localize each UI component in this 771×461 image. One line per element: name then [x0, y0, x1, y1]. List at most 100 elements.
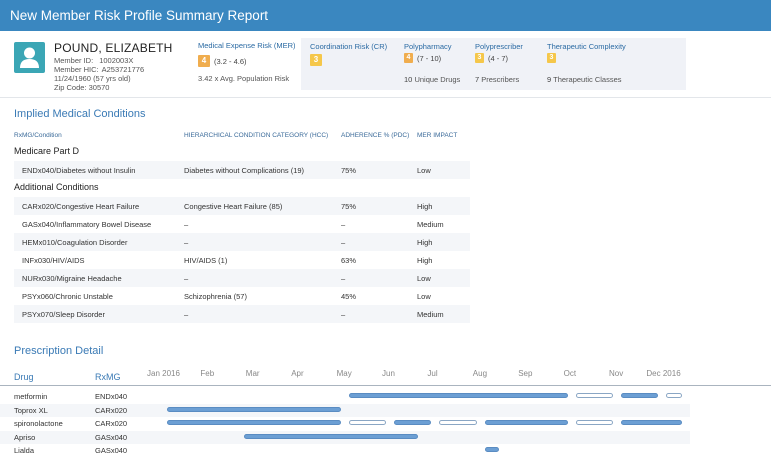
col-header-hcc: HIERARCHICAL CONDITION CATEGORY (HCC)	[184, 132, 329, 139]
polypharmacy-range: (7 - 10)	[417, 54, 442, 63]
condition-hcc: –	[184, 220, 189, 229]
condition-pdc: –	[341, 274, 346, 283]
condition-row: NURx030/Migraine Headache – – Low	[14, 269, 470, 287]
condition-pdc: 75%	[341, 166, 357, 175]
condition-row: ENDx040/Diabetes without Insulin Diabete…	[14, 161, 470, 179]
gap-period-bar[interactable]	[439, 420, 477, 425]
fill-period-bar[interactable]	[244, 433, 418, 439]
month-label: Oct	[563, 369, 577, 378]
therapeutic-classes-text: Therapeutic Classes	[553, 75, 622, 84]
title-bar: New Member Risk Profile Summary Report	[0, 0, 771, 31]
group-medicare-part-d: Medicare Part D	[14, 146, 80, 156]
fill-period-bar[interactable]	[484, 420, 568, 425]
drug-name: metformin	[14, 392, 48, 401]
fill-period-bar[interactable]	[167, 406, 341, 412]
condition-pdc: 45%	[341, 292, 357, 301]
polypharmacy-unique-drugs: 10 Unique Drugs	[404, 75, 460, 84]
person-icon	[20, 47, 39, 68]
risk-scores-panel: Coordination Risk (CR) 3 Polypharmacy 4 …	[301, 38, 686, 90]
month-label: Dec 2016	[646, 369, 681, 378]
condition-pdc: –	[341, 310, 346, 319]
condition-impact: High	[417, 202, 433, 211]
drug-rxmg: CARx020	[95, 419, 128, 428]
condition-impact: Medium	[417, 220, 444, 229]
drug-rxmg: GASx040	[95, 446, 128, 455]
condition-pdc: 75%	[341, 202, 357, 211]
polyprescriber-score-badge: 3	[475, 53, 484, 63]
member-hic-label: Member HIC:	[54, 65, 99, 74]
gap-period-bar[interactable]	[666, 393, 682, 398]
month-label: Jan 2016	[147, 369, 180, 378]
patient-name: POUND, ELIZABETH	[54, 41, 173, 55]
condition-impact: High	[417, 238, 433, 247]
group-additional-conditions: Additional Conditions	[14, 182, 99, 192]
gap-period-bar[interactable]	[348, 420, 386, 425]
condition-row: GASx040/Inflammatory Bowel Disease – – Medi…	[14, 215, 470, 233]
unique-drugs-count: 10	[404, 75, 413, 84]
fill-period-bar[interactable]	[621, 393, 659, 398]
drug-rxmg: CARx020	[95, 405, 128, 415]
condition-name: INFx030/HIV/AIDS	[22, 256, 85, 265]
condition-hcc: Schizophrenia (57)	[184, 292, 247, 301]
month-label: Mar	[245, 369, 260, 378]
condition-impact: Low	[417, 274, 431, 283]
fill-period-bar[interactable]	[484, 447, 500, 452]
drug-name: Apriso	[14, 432, 36, 442]
month-label: Sep	[518, 369, 533, 378]
condition-row: CARx020/Congestive Heart Failure Congesti…	[14, 197, 470, 215]
condition-name: PSYx070/Sleep Disorder	[22, 310, 105, 319]
month-label: Feb	[200, 369, 215, 378]
polyprescriber-label: Polyprescriber	[475, 42, 523, 51]
drug-column-header: Drug	[14, 372, 34, 382]
polypharmacy-score-badge: 4	[404, 53, 413, 63]
condition-name: HEMx010/Coagulation Disorder	[22, 238, 128, 247]
condition-name: GASx040/Inflammatory Bowel Disease	[22, 220, 152, 229]
condition-hcc: –	[184, 274, 189, 283]
fill-period-bar[interactable]	[394, 420, 432, 425]
condition-row: INFx030/HIV/AIDS HIV/AIDS (1) 63% High	[14, 251, 470, 269]
gap-period-bar[interactable]	[575, 420, 613, 425]
page-title: New Member Risk Profile Summary Report	[10, 8, 269, 23]
therapeutic-complexity-score-badge: 3	[547, 53, 556, 63]
month-label: Jun	[382, 369, 395, 378]
col-header-mer-impact: MER IMPACT	[417, 132, 458, 139]
month-label: May	[336, 369, 352, 378]
condition-hcc: –	[184, 238, 189, 247]
fill-period-bar[interactable]	[348, 393, 568, 398]
fill-period-bar[interactable]	[167, 420, 341, 425]
member-hic-line: Member HIC: A253721776	[54, 65, 144, 74]
avatar	[14, 42, 45, 73]
drug-name: Toprox XL	[14, 405, 48, 415]
prescription-row: Lialda GASx040	[0, 444, 690, 457]
condition-impact: High	[417, 256, 433, 265]
condition-name: CARx020/Congestive Heart Failure	[22, 202, 140, 211]
condition-name: PSYx060/Chronic Unstable	[22, 292, 113, 301]
member-id-line: Member ID: 1002003X	[54, 56, 133, 65]
condition-impact: Medium	[417, 310, 444, 319]
header-divider	[0, 97, 771, 98]
condition-impact: Low	[417, 166, 431, 175]
col-header-adherence: ADHERENCE % (PDC)	[341, 132, 410, 139]
condition-name: NURx030/Migraine Headache	[22, 274, 122, 283]
member-id: 1002003X	[99, 56, 134, 65]
col-header-condition: RxMG/Condition	[14, 132, 62, 139]
gap-period-bar[interactable]	[575, 393, 613, 398]
drug-name: Lialda	[14, 446, 35, 455]
cr-label: Coordination Risk (CR)	[310, 42, 388, 51]
prescription-row: spironolactone CARx020	[0, 417, 690, 430]
member-id-label: Member ID:	[54, 56, 94, 65]
conditions-title: Implied Medical Conditions	[14, 108, 146, 120]
drug-rxmg: GASx040	[95, 432, 128, 442]
fill-period-bar[interactable]	[621, 420, 682, 425]
mer-label: Medical Expense Risk (MER)	[198, 41, 296, 50]
condition-impact: Low	[417, 292, 431, 301]
prescribers-text: Prescribers	[481, 75, 520, 84]
condition-pdc: –	[341, 238, 346, 247]
condition-hcc: Diabetes without Complications (19)	[184, 166, 305, 175]
prescription-row: Toprox XL CARx020	[0, 403, 690, 417]
mer-score-badge: 4	[198, 55, 210, 67]
prescription-row: metformin ENDx040	[0, 390, 690, 403]
member-hic: A253721776	[101, 65, 145, 74]
timeline-divider	[0, 385, 771, 386]
zip-code: Zip Code: 30570	[54, 83, 110, 92]
